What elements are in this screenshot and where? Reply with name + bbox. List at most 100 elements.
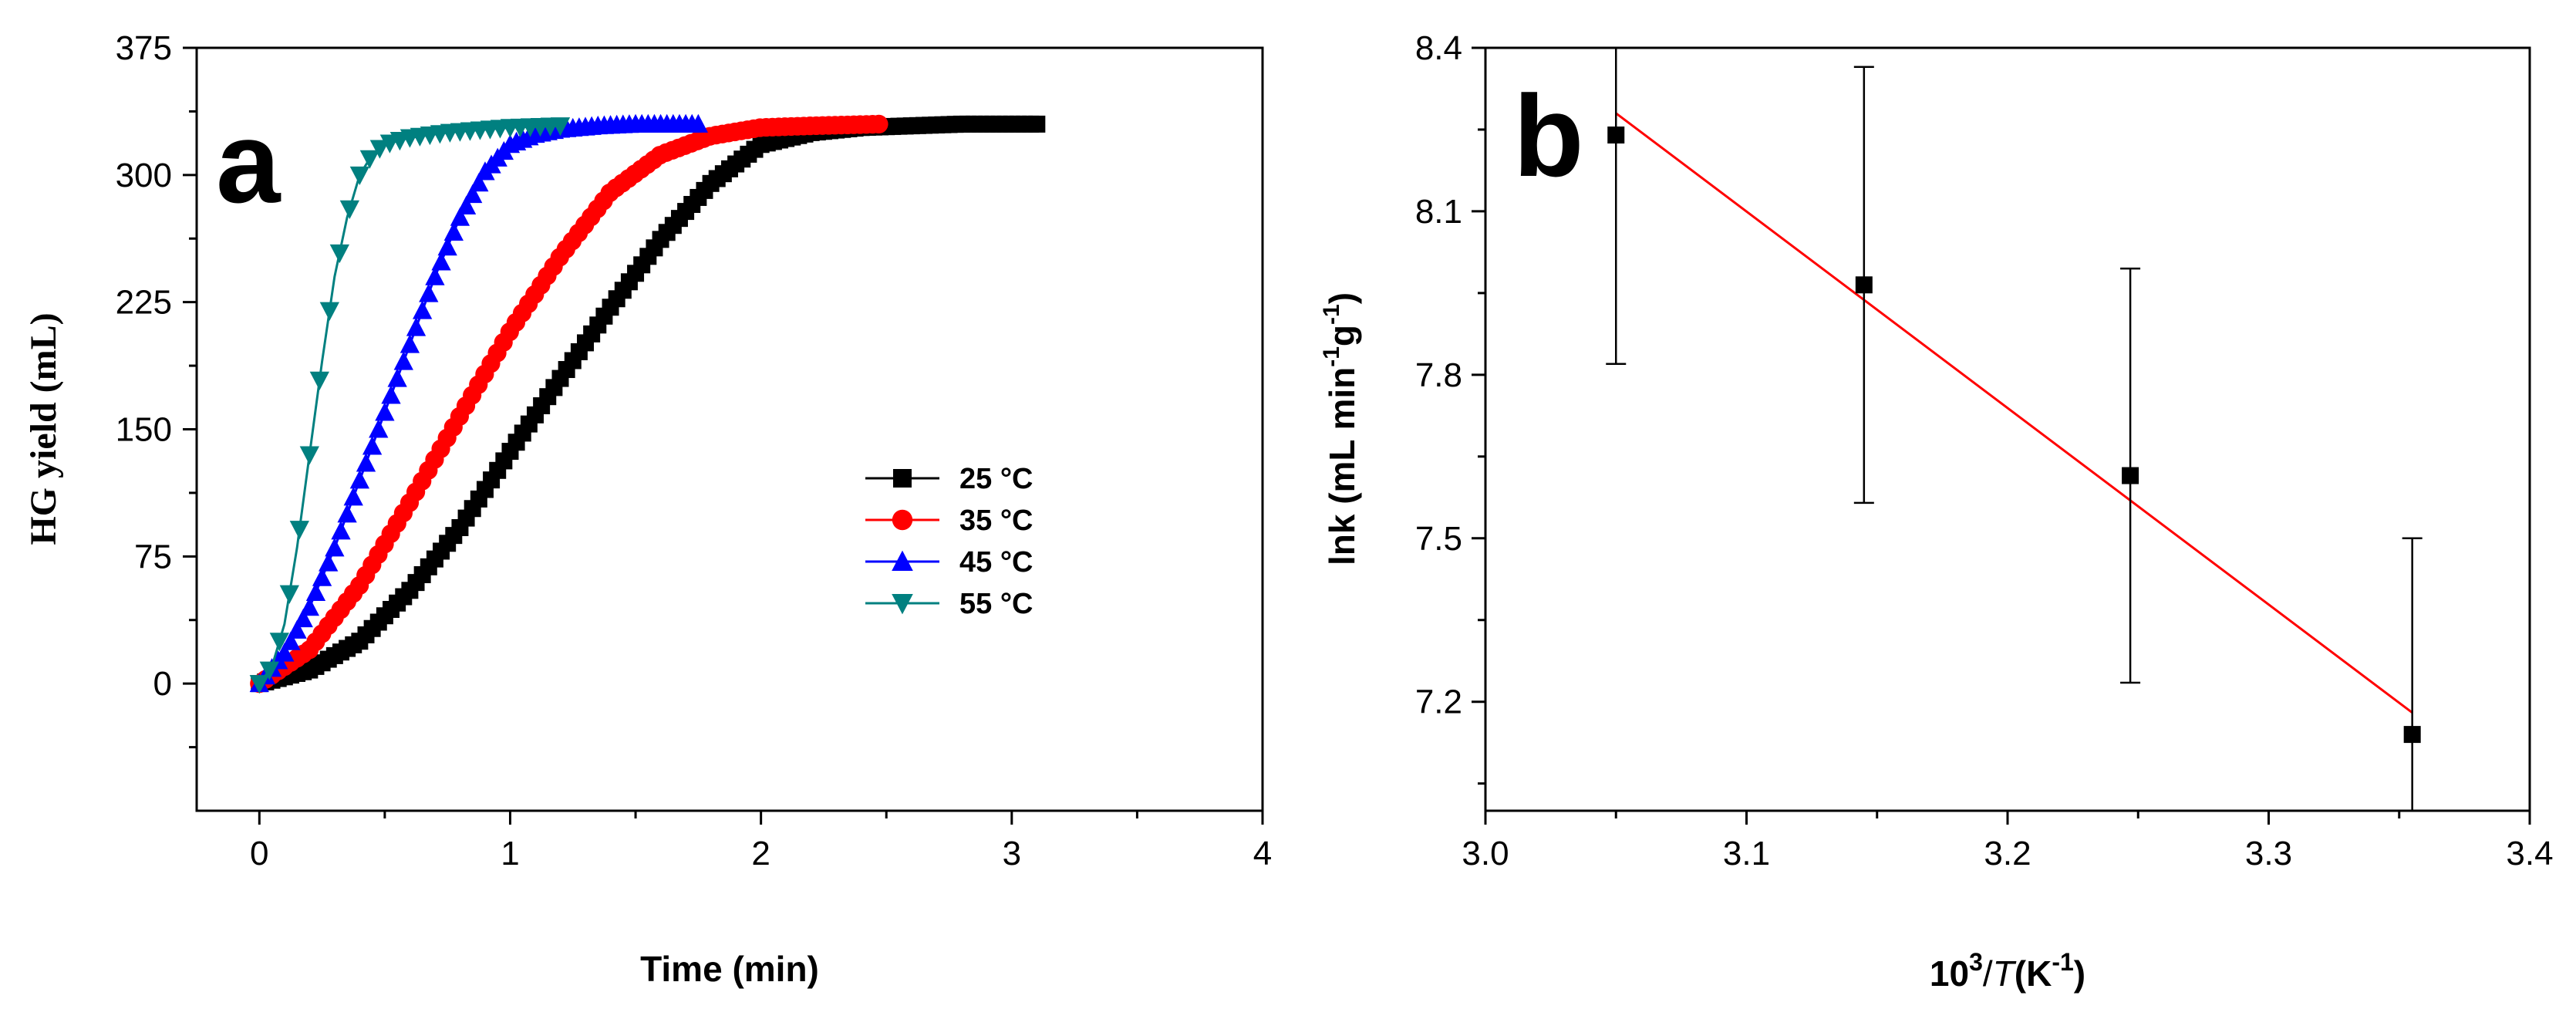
- legend-label: 35 °C: [959, 504, 1033, 537]
- legend-marker: [892, 509, 913, 531]
- data-point: [1028, 115, 1046, 133]
- data-point: [387, 368, 407, 387]
- data-point: [413, 300, 433, 319]
- y-tick-label: 375: [116, 29, 172, 67]
- y-tick-label: 0: [153, 665, 172, 703]
- chart-a: 0 1 2 3 4 0 75 150 225 300 375 a Time (min) HG yie…: [23, 29, 1272, 989]
- data-point: [293, 608, 313, 628]
- chart-a-series: [249, 113, 1046, 694]
- x-tick-label: 2: [751, 835, 770, 872]
- data-point: [305, 582, 326, 602]
- data-point: [443, 221, 464, 241]
- data-point: [375, 402, 395, 421]
- x-title-var: T: [1993, 953, 2017, 994]
- data-point: [312, 567, 332, 586]
- data-point: [349, 166, 370, 186]
- data-point: [289, 521, 309, 540]
- y-title-main: lnk (mL min: [1322, 367, 1362, 565]
- x-tick-label: 3.0: [1462, 835, 1509, 872]
- x-tick-label: 3.3: [2245, 835, 2292, 872]
- legend-label: 45 °C: [959, 546, 1033, 579]
- y-tick-label: 300: [116, 157, 172, 194]
- data-point: [437, 237, 457, 256]
- data-point: [362, 436, 383, 455]
- y-title-sup2: -1: [1319, 304, 1344, 325]
- x-title-unit-open: (K: [2015, 953, 2052, 994]
- chart-a-x-axis-title: Time (min): [640, 949, 819, 989]
- x-title-sup: 3: [1969, 948, 1983, 976]
- data-point: [469, 173, 489, 192]
- x-tick-label: 3.2: [1984, 835, 2031, 872]
- data-point: [369, 140, 390, 159]
- chart-a-legend: 25 °C 35 °C 45 °C 55 °C: [865, 463, 1033, 620]
- data-point: [456, 195, 477, 214]
- data-point: [349, 470, 370, 489]
- chart-b-data: [1606, 48, 2423, 811]
- legend-marker: [893, 469, 912, 488]
- series-line: [258, 123, 1037, 685]
- data-point: [249, 675, 269, 694]
- data-point: [463, 184, 483, 204]
- data-point: [425, 266, 445, 285]
- chart-b-x-axis-title: 103/T(K-1): [1930, 948, 2085, 994]
- y-tick-label: 75: [134, 538, 172, 575]
- y-tick-label: 7.5: [1415, 520, 1462, 558]
- x-title-unit-sup: -1: [2052, 948, 2073, 976]
- x-tick-label: 3.1: [1723, 835, 1770, 872]
- data-point: [356, 453, 376, 472]
- data-point: [419, 283, 439, 302]
- chart-a-ticks: 0 1 2 3 4 0 75 150 225 300 375: [116, 29, 1273, 872]
- x-tick-label: 1: [501, 835, 519, 872]
- data-point: [279, 585, 299, 604]
- data-point: [359, 150, 380, 169]
- chart-a-panel-label: a: [216, 97, 282, 227]
- data-point: [381, 385, 401, 404]
- x-title-base: 10: [1930, 953, 1969, 994]
- legend-label: 55 °C: [959, 588, 1033, 620]
- y-tick-label: 7.2: [1415, 683, 1462, 721]
- chart-b: 3.0 3.1 3.2 3.3 3.4 7.2 7.5 7.8 8.1 8.4 b 103/T(K…: [1319, 29, 2554, 994]
- data-point: [269, 633, 289, 652]
- data-point: [2403, 726, 2421, 744]
- chart-b-ticks: 3.0 3.1 3.2 3.3 3.4 7.2 7.5 7.8 8.1 8.4: [1415, 29, 2554, 872]
- x-tick-label: 4: [1253, 835, 1272, 872]
- data-point: [309, 371, 329, 390]
- data-point: [688, 113, 709, 133]
- x-title-slash: /: [1983, 953, 1993, 994]
- legend-marker: [892, 550, 913, 571]
- data-point: [287, 619, 307, 639]
- data-point: [869, 114, 888, 133]
- data-point: [369, 419, 389, 438]
- y-title-mid: g: [1322, 325, 1362, 346]
- data-point: [431, 251, 451, 271]
- data-point: [275, 643, 295, 662]
- data-point: [1607, 127, 1625, 144]
- y-tick-label: 225: [116, 284, 172, 322]
- legend-label: 25 °C: [959, 463, 1033, 495]
- data-point: [325, 538, 345, 557]
- data-point: [331, 521, 351, 540]
- data-point: [406, 317, 427, 336]
- data-point: [319, 552, 339, 572]
- fit-line: [1615, 112, 2413, 714]
- data-point: [319, 302, 339, 321]
- data-point: [343, 487, 363, 506]
- y-tick-label: 8.4: [1415, 29, 1462, 67]
- x-tick-label: 0: [250, 835, 268, 872]
- chart-b-plot-frame: [1484, 46, 2531, 812]
- data-point: [329, 244, 350, 264]
- data-point: [400, 334, 420, 353]
- y-title-sup1: -1: [1319, 346, 1344, 367]
- chart-a-y-axis-title: HG yield (mL): [23, 312, 64, 545]
- chart-b-panel-label: b: [1513, 71, 1584, 201]
- data-point: [1855, 276, 1873, 294]
- data-point: [281, 631, 301, 650]
- data-point: [299, 597, 319, 616]
- x-title-unit-close: ): [2074, 953, 2085, 994]
- y-tick-label: 7.8: [1415, 356, 1462, 394]
- data-point: [2122, 467, 2139, 484]
- data-point: [393, 351, 413, 370]
- series-line: [258, 123, 699, 685]
- y-tick-label: 8.1: [1415, 193, 1462, 231]
